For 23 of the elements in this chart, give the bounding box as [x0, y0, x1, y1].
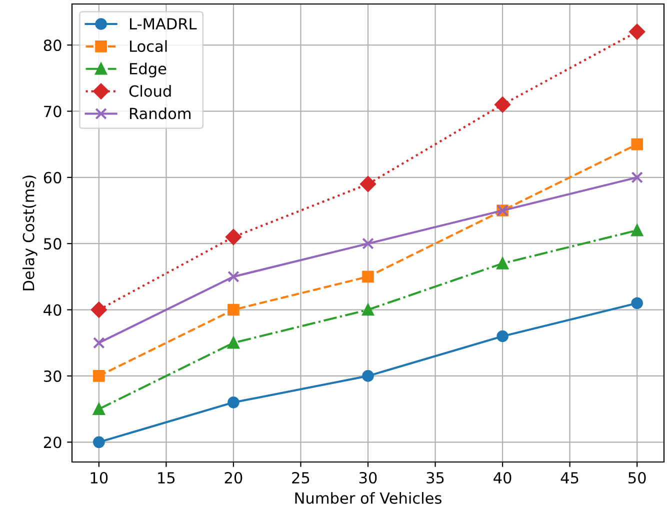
x-tick-label: 25	[292, 472, 310, 484]
x-tick-label: 35	[426, 472, 444, 484]
y-axis-title: Delay Cost(ms)	[22, 176, 38, 290]
x-tick-label: 40	[494, 472, 512, 484]
legend-label: Cloud	[129, 85, 171, 97]
x-tick-label: 50	[628, 472, 646, 484]
y-tick-label: 60	[44, 172, 62, 184]
legend-label: Edge	[130, 62, 166, 78]
x-tick-label: 10	[90, 472, 108, 484]
x-tick-label: 20	[224, 472, 242, 484]
x-tick-label: 15	[158, 472, 175, 484]
y-tick-label: 70	[44, 106, 62, 118]
legend-label: L-MADRL	[130, 18, 197, 30]
y-tick-label: 80	[44, 40, 62, 52]
x-axis-title: Number of Vehicles	[295, 492, 442, 504]
y-tick-label: 50	[44, 238, 62, 250]
y-tick-label: 20	[44, 436, 62, 448]
x-tick-label: 30	[359, 472, 377, 484]
x-tick-label: 45	[560, 472, 578, 484]
legend-label: Local	[130, 40, 167, 52]
legend-label: Random	[130, 107, 190, 120]
y-tick-label: 40	[44, 304, 62, 316]
y-tick-label: 30	[44, 370, 62, 382]
